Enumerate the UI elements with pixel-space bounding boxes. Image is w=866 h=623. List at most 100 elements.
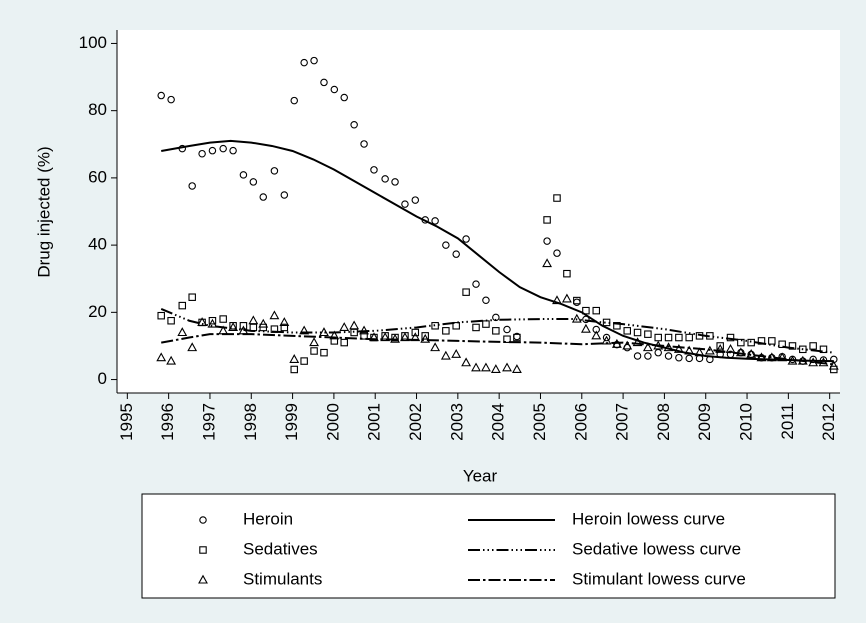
marker xyxy=(442,327,450,335)
marker xyxy=(675,333,683,342)
lowess-curve xyxy=(160,308,834,354)
marker xyxy=(490,364,501,374)
marker xyxy=(716,342,724,350)
legend-marker xyxy=(199,516,207,524)
x-tick-label: 1996 xyxy=(158,403,177,441)
marker xyxy=(330,85,339,94)
marker xyxy=(644,352,652,360)
y-axis-label: Drug injected (%) xyxy=(34,146,53,277)
marker xyxy=(197,317,208,326)
marker xyxy=(157,311,165,320)
marker xyxy=(219,144,227,153)
plot-area xyxy=(117,30,840,393)
lowess-curve xyxy=(161,333,834,366)
marker xyxy=(380,332,391,342)
marker xyxy=(280,323,289,332)
marker xyxy=(320,78,328,87)
marker xyxy=(431,217,439,225)
marker xyxy=(451,349,462,358)
marker xyxy=(360,332,368,340)
marker xyxy=(319,327,329,337)
x-tick-label: 2007 xyxy=(613,403,632,441)
marker xyxy=(768,337,776,345)
marker xyxy=(481,362,491,372)
marker xyxy=(675,353,683,362)
marker xyxy=(452,250,460,258)
marker xyxy=(299,325,310,335)
marker xyxy=(156,352,167,362)
marker xyxy=(360,140,368,148)
marker xyxy=(809,355,817,364)
marker xyxy=(602,333,611,342)
x-tick-label: 2006 xyxy=(571,403,590,441)
marker xyxy=(249,178,258,186)
marker xyxy=(663,342,674,352)
marker xyxy=(208,146,217,155)
marker xyxy=(592,306,600,315)
marker xyxy=(828,360,839,370)
marker xyxy=(219,315,227,323)
marker xyxy=(239,322,248,330)
marker xyxy=(799,345,807,354)
marker xyxy=(503,335,511,343)
marker xyxy=(561,293,572,303)
marker xyxy=(350,121,358,129)
marker xyxy=(269,310,280,320)
marker xyxy=(320,348,328,357)
marker xyxy=(369,332,379,342)
x-axis-label: Year xyxy=(463,466,498,485)
marker xyxy=(471,362,481,372)
marker xyxy=(207,318,218,328)
marker xyxy=(462,235,470,243)
x-tick-label: 2000 xyxy=(323,403,342,441)
x-tick-label: 2003 xyxy=(447,403,466,441)
marker xyxy=(563,269,571,278)
marker xyxy=(809,342,817,350)
marker xyxy=(279,317,290,326)
marker xyxy=(310,56,318,65)
marker xyxy=(543,216,551,224)
marker xyxy=(309,337,320,347)
marker xyxy=(349,320,360,330)
y-tick-label: 40 xyxy=(88,235,107,254)
marker xyxy=(778,340,786,349)
marker xyxy=(228,322,239,332)
marker xyxy=(229,146,237,155)
x-tick-label: 2009 xyxy=(695,403,714,441)
marker xyxy=(177,327,188,337)
marker xyxy=(502,362,512,372)
marker xyxy=(664,333,673,342)
marker xyxy=(735,347,746,357)
marker xyxy=(543,237,551,245)
legend-label: Sedatives xyxy=(243,539,318,558)
marker xyxy=(440,350,451,360)
x-tick-label: 2012 xyxy=(819,403,838,441)
marker xyxy=(673,343,684,353)
y-tick-label: 60 xyxy=(88,167,107,186)
marker xyxy=(259,193,268,201)
marker xyxy=(188,182,196,190)
marker xyxy=(573,296,581,305)
marker xyxy=(381,175,389,183)
x-tick-label: 1998 xyxy=(241,403,260,441)
marker xyxy=(208,316,217,325)
marker xyxy=(289,354,300,363)
marker xyxy=(167,95,175,104)
marker xyxy=(411,196,420,204)
marker xyxy=(715,343,726,353)
x-tick-label: 2010 xyxy=(737,403,756,441)
legend-label: Stimulant lowess curve xyxy=(572,569,746,588)
marker xyxy=(310,347,318,355)
marker xyxy=(685,354,693,363)
marker xyxy=(400,332,410,342)
y-tick-label: 20 xyxy=(88,302,107,321)
marker xyxy=(178,301,187,310)
marker xyxy=(633,352,642,360)
marker xyxy=(472,280,480,288)
marker xyxy=(198,149,206,158)
marker xyxy=(737,338,745,347)
marker xyxy=(613,322,621,330)
lowess-curve xyxy=(161,139,834,363)
marker xyxy=(442,241,450,249)
